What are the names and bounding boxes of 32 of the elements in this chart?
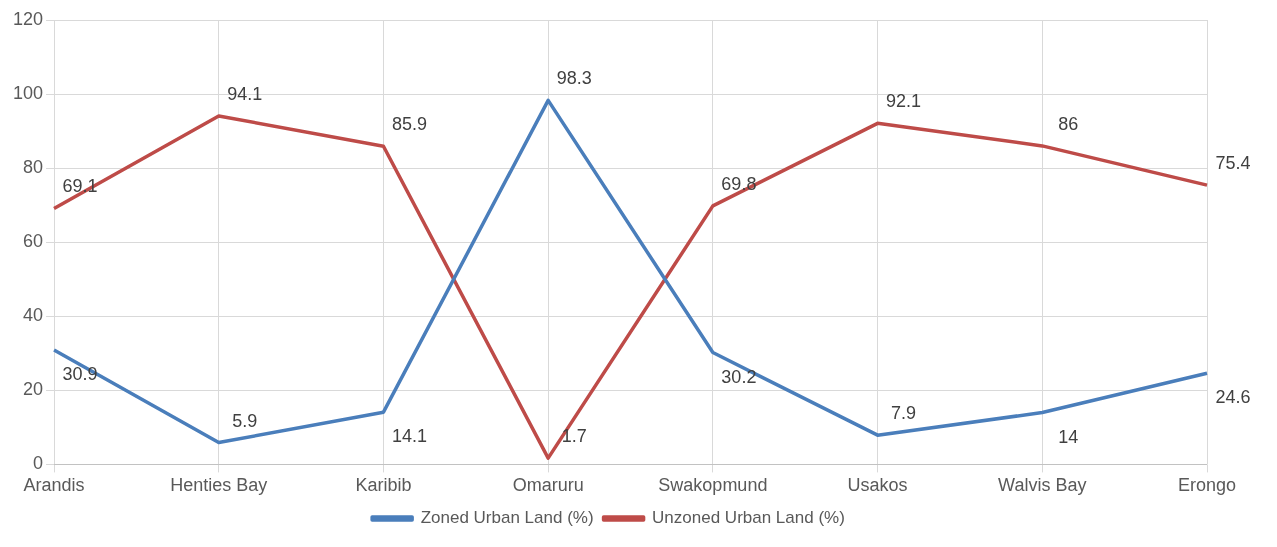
x-tick-label: Usakos — [847, 475, 908, 496]
legend-label: Zoned Urban Land (%) — [420, 508, 594, 528]
data-label: 7.9 — [891, 403, 917, 424]
y-tick-label: 20 — [23, 379, 44, 400]
data-label: 14 — [1058, 426, 1079, 447]
data-label: 5.9 — [232, 410, 258, 431]
data-label: 86 — [1058, 113, 1079, 134]
y-tick-label: 100 — [12, 83, 44, 104]
data-label: 30.9 — [62, 363, 98, 384]
y-tick-label: 60 — [23, 231, 44, 252]
x-tick-label: Swakopmund — [658, 475, 768, 496]
data-label: 14.1 — [391, 426, 427, 447]
x-tick-label: Omaruru — [512, 475, 584, 496]
data-label: 98.3 — [556, 68, 592, 89]
x-tick-label: Walvis Bay — [998, 475, 1087, 496]
data-label: 1.7 — [561, 426, 587, 447]
data-label: 94.1 — [227, 83, 263, 104]
y-tick-label: 0 — [33, 453, 44, 474]
data-label: 69.8 — [721, 173, 757, 194]
data-label: 85.9 — [391, 114, 427, 135]
y-tick-label: 120 — [12, 8, 44, 29]
y-tick-label: 80 — [23, 157, 44, 178]
data-label: 75.4 — [1215, 153, 1251, 174]
x-tick-label: Karibib — [355, 475, 412, 496]
data-label: 92.1 — [886, 91, 922, 112]
x-tick-label: Arandis — [23, 475, 85, 496]
legend-label: Unzoned Urban Land (%) — [652, 508, 845, 528]
x-tick-label: Erongo — [1177, 475, 1237, 496]
data-label: 24.6 — [1215, 387, 1251, 408]
x-tick-label: Henties Bay — [170, 475, 268, 496]
data-label: 30.2 — [721, 366, 757, 387]
y-tick-label: 40 — [23, 305, 44, 326]
